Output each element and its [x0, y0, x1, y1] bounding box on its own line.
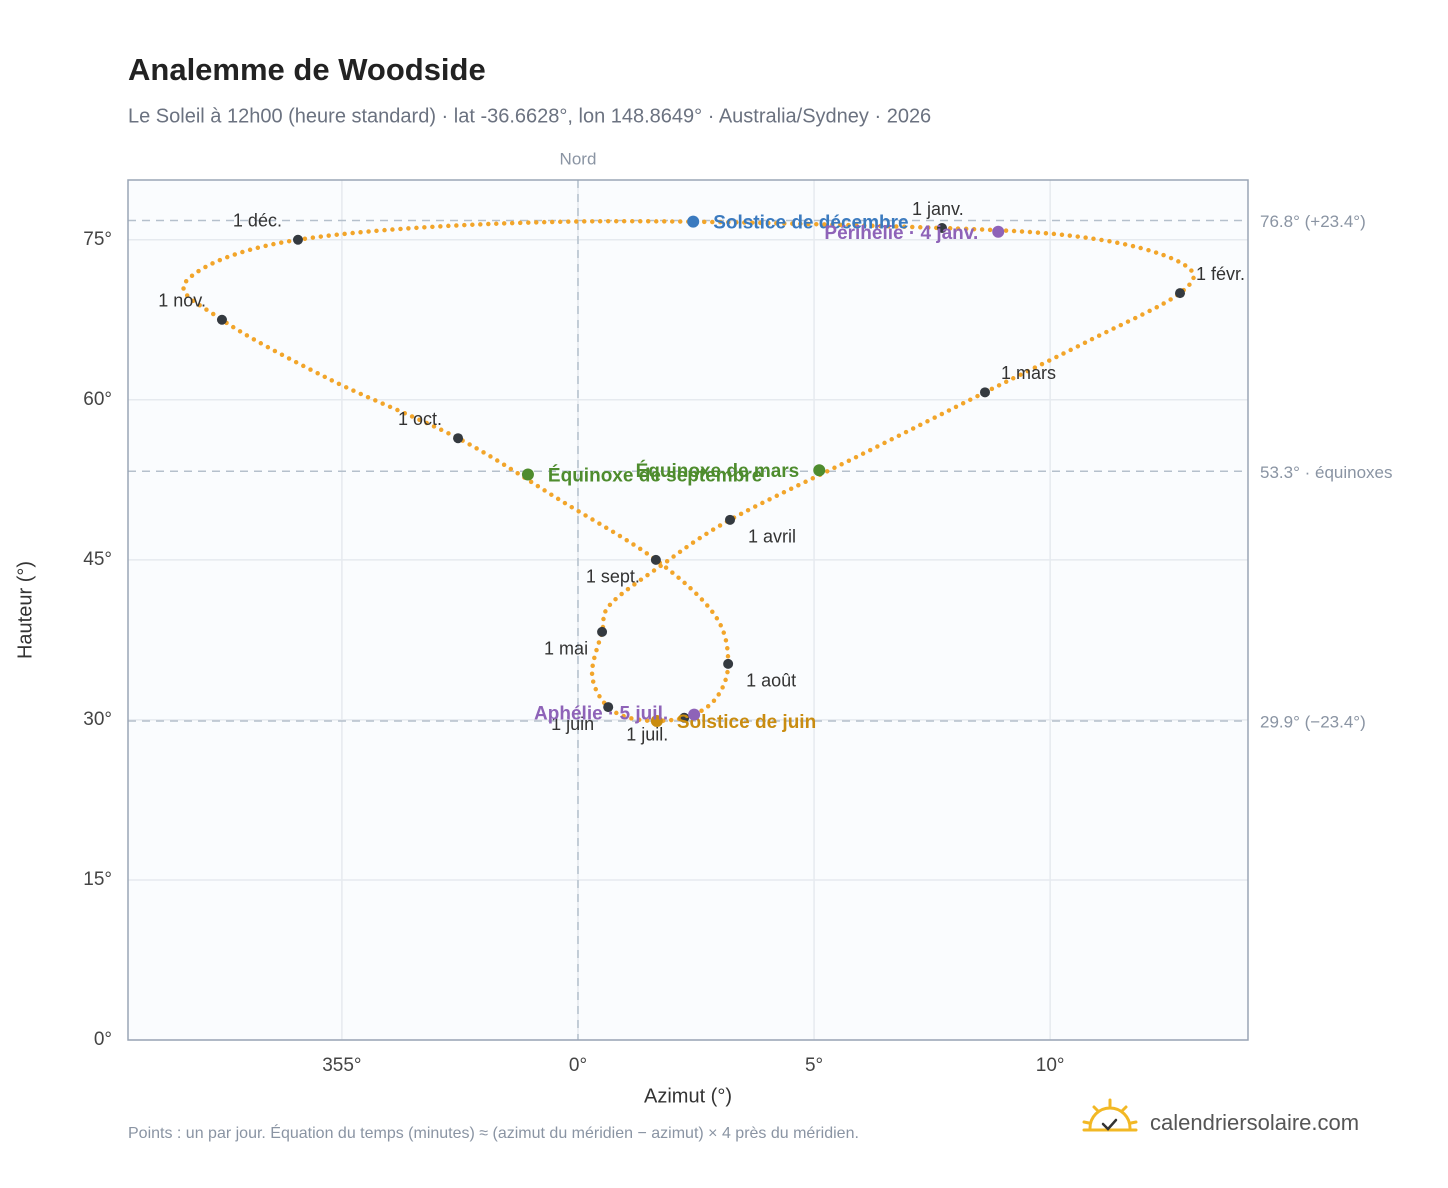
x-axis-label: Azimut (°)	[644, 1085, 732, 1107]
event-point	[813, 464, 826, 477]
reference-label: 53.3° · équinoxes	[1260, 463, 1393, 482]
x-tick-label: 5°	[805, 1055, 823, 1076]
month-point	[453, 433, 464, 444]
month-label: 1 janv.	[912, 199, 964, 219]
event-label: Équinoxe de septembre	[548, 465, 762, 487]
month-point	[723, 658, 734, 669]
month-label: 1 juin	[551, 714, 594, 734]
plot-area	[128, 180, 1248, 1040]
month-point	[979, 387, 990, 398]
plot: 1 janv. 1 févr. 1 mars 1 avril 1 mai 1 juin 1 …	[158, 199, 1245, 745]
y-tick-label: 45°	[83, 549, 112, 570]
reference-label: 29.9° (−23.4°)	[1260, 712, 1366, 731]
footnote: Points : un par jour. Équation du temps …	[128, 1123, 859, 1142]
month-label: 1 juil.	[626, 725, 668, 745]
month-point	[216, 314, 227, 325]
event-label: Solstice de décembre	[713, 213, 908, 234]
month-point	[292, 234, 303, 245]
event-point	[650, 714, 663, 727]
event-point	[688, 708, 701, 721]
event-point	[687, 215, 700, 228]
analemma-curve	[181, 218, 1196, 724]
month-point	[650, 554, 661, 565]
month-label: 1 févr.	[1196, 264, 1245, 284]
x-tick-label: 10°	[1036, 1055, 1065, 1076]
brand: calendriersolaire.com	[1150, 1110, 1359, 1135]
chart-title: Analemme de Woodside	[128, 52, 486, 87]
brand-icon	[1082, 1098, 1138, 1132]
month-point	[725, 514, 736, 525]
plot-frame	[127, 179, 1249, 1041]
month-label: 1 avril	[748, 527, 796, 547]
event-label: Périhélie · 4 janv.	[824, 223, 978, 244]
event-point	[521, 468, 534, 481]
y-tick-label: 60°	[83, 389, 112, 410]
reference-label: Nord	[560, 149, 597, 168]
month-point	[937, 223, 948, 234]
month-label: 1 nov.	[158, 291, 206, 311]
reference-label: 76.8° (+23.4°)	[1260, 212, 1366, 231]
event-label: Équinoxe de mars	[636, 460, 800, 482]
event-point	[992, 225, 1005, 238]
month-point	[1175, 288, 1186, 299]
y-tick-label: 30°	[83, 709, 112, 730]
month-label: 1 oct.	[398, 409, 442, 429]
chart-subtitle: Le Soleil à 12h00 (heure standard) · lat…	[128, 105, 931, 127]
month-point	[597, 626, 608, 637]
event-label: Solstice de juin	[677, 712, 816, 733]
y-tick-label: 15°	[83, 869, 112, 890]
month-label: 1 août	[746, 671, 796, 691]
month-point	[679, 712, 690, 723]
month-label: 1 sept.	[586, 567, 640, 587]
month-label: 1 mars	[1001, 363, 1056, 383]
y-axis-label: Hauteur (°)	[14, 561, 36, 659]
y-tick-label: 0°	[94, 1029, 112, 1050]
event-label: Aphélie · 5 juil.	[534, 704, 668, 725]
month-label: 1 déc.	[233, 211, 282, 231]
x-tick-label: 355°	[322, 1055, 361, 1076]
y-tick-label: 75°	[83, 229, 112, 250]
month-point	[603, 702, 614, 713]
month-label: 1 mai	[544, 639, 588, 659]
x-tick-label: 0°	[569, 1055, 587, 1076]
grid	[128, 180, 1248, 1041]
